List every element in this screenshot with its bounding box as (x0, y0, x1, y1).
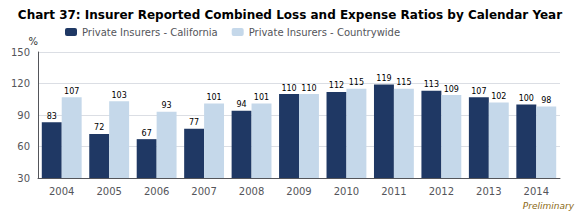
svg-text:101: 101 (206, 93, 221, 102)
svg-text:101: 101 (254, 93, 269, 102)
svg-text:90: 90 (17, 110, 30, 121)
svg-text:2006: 2006 (144, 186, 169, 197)
svg-text:110: 110 (281, 84, 296, 93)
svg-text:93: 93 (162, 101, 172, 110)
svg-text:107: 107 (64, 87, 79, 96)
svg-text:2012: 2012 (429, 186, 454, 197)
svg-text:Private Insurers - California: Private Insurers - California (82, 27, 218, 38)
svg-text:94: 94 (236, 100, 246, 109)
svg-text:72: 72 (94, 123, 104, 132)
svg-text:103: 103 (112, 91, 127, 100)
svg-text:150: 150 (11, 47, 30, 58)
svg-text:83: 83 (47, 112, 57, 121)
svg-text:2013: 2013 (476, 186, 501, 197)
svg-text:Chart 37: Insurer Reported Com: Chart 37: Insurer Reported Combined Loss… (18, 8, 562, 22)
svg-text:120: 120 (11, 78, 30, 89)
svg-text:Preliminary: Preliminary (523, 201, 575, 211)
svg-text:2011: 2011 (381, 186, 406, 197)
svg-text:115: 115 (349, 78, 364, 87)
svg-text:60: 60 (17, 141, 30, 152)
svg-text:102: 102 (491, 92, 506, 101)
svg-text:2008: 2008 (239, 186, 264, 197)
svg-text:67: 67 (142, 129, 152, 138)
svg-text:77: 77 (189, 118, 199, 127)
svg-text:Private Insurers - Countrywide: Private Insurers - Countrywide (249, 27, 400, 38)
svg-text:98: 98 (541, 96, 551, 105)
svg-text:100: 100 (519, 94, 534, 103)
svg-text:2009: 2009 (286, 186, 311, 197)
svg-text:107: 107 (471, 87, 486, 96)
svg-text:2004: 2004 (49, 186, 74, 197)
svg-text:%: % (28, 36, 38, 47)
svg-text:113: 113 (424, 80, 439, 89)
svg-text:119: 119 (376, 74, 391, 83)
svg-text:115: 115 (396, 78, 411, 87)
svg-text:2010: 2010 (334, 186, 359, 197)
svg-text:2007: 2007 (191, 186, 216, 197)
svg-text:30: 30 (17, 173, 30, 184)
svg-text:2005: 2005 (96, 186, 121, 197)
svg-text:2014: 2014 (524, 186, 549, 197)
svg-text:109: 109 (444, 85, 459, 94)
svg-text:110: 110 (301, 84, 316, 93)
svg-text:112: 112 (329, 81, 344, 90)
